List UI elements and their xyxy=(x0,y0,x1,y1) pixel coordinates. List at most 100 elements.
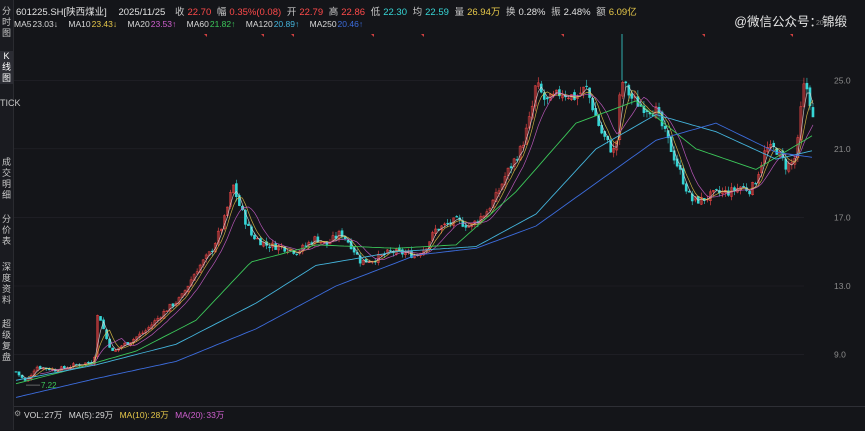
candle-body xyxy=(573,92,576,100)
candle-body xyxy=(660,111,664,127)
candle-body xyxy=(627,84,631,96)
candle xyxy=(226,206,229,218)
candle-body xyxy=(247,223,250,226)
candle-body xyxy=(542,92,546,100)
candle xyxy=(742,183,745,188)
candle xyxy=(171,303,175,309)
candle-body xyxy=(389,250,392,252)
candle-body xyxy=(219,228,223,232)
quote-date: 2025/11/25 xyxy=(118,7,166,18)
min-price-label: 7.22 xyxy=(41,381,57,390)
candle xyxy=(579,86,582,95)
candle-body xyxy=(527,116,531,129)
candlesticks xyxy=(14,77,815,382)
extreme-annotations: 27.92 7.22 xyxy=(26,34,793,390)
candle-body xyxy=(805,82,809,90)
tab-depth-data[interactable]: 深度资料 xyxy=(1,262,11,305)
quote-header: 601225.SH[陕西煤业] 2025/11/25 收 22.70 幅 0.35%… xyxy=(14,0,865,34)
vol-value: 27万 xyxy=(44,410,63,420)
candle-body xyxy=(802,83,806,107)
candle-body xyxy=(253,234,256,240)
ma60-line xyxy=(15,100,813,385)
vol-ma20-value: 33万 xyxy=(206,410,225,420)
candle-body xyxy=(624,81,628,84)
event-marker xyxy=(561,34,564,37)
candle xyxy=(195,268,199,275)
candle xyxy=(657,102,661,120)
max-price-label: 27.92 xyxy=(584,34,605,35)
candle xyxy=(690,190,694,206)
ma120-label: MA120 xyxy=(245,19,273,29)
candle-body xyxy=(361,260,365,265)
candle-body xyxy=(171,303,175,307)
candle xyxy=(588,87,591,104)
candle xyxy=(527,111,531,131)
y-tick-label: 9.0 xyxy=(834,350,846,360)
candle-body xyxy=(165,310,169,312)
candle-body xyxy=(536,82,540,87)
tab-timeshare[interactable]: 分时图 xyxy=(1,6,11,38)
candle xyxy=(277,244,280,255)
candle xyxy=(319,241,323,245)
candle-body xyxy=(630,93,634,99)
candle-body xyxy=(204,254,208,259)
candle xyxy=(542,89,546,106)
y-axis: 9.0 13.0 17.0 21.0 25.0 xyxy=(834,75,851,359)
amplitude-value: 2.48% xyxy=(563,7,591,18)
kline-chart[interactable]: 9.0 13.0 17.0 21.0 25.0 27.92 7.22 xyxy=(14,34,865,406)
candle-body xyxy=(778,151,782,157)
tab-trade-details[interactable]: 成交明细 xyxy=(1,157,11,200)
candle-body xyxy=(455,216,459,218)
candle xyxy=(811,102,815,118)
candle xyxy=(301,243,305,255)
stock-code: 601225.SH[陕西煤业] xyxy=(16,7,107,18)
candle-body xyxy=(156,318,160,321)
candle xyxy=(470,222,474,231)
tab-super-replay[interactable]: 超级复盘 xyxy=(1,319,11,362)
candle-body xyxy=(509,166,513,169)
candle-body xyxy=(304,245,308,247)
candle xyxy=(232,184,235,194)
avg-value: 22.59 xyxy=(425,7,449,18)
candle-body xyxy=(446,222,450,225)
grid-lines xyxy=(14,79,804,355)
candle-body xyxy=(268,246,271,249)
candle-body xyxy=(494,192,498,202)
candle-body xyxy=(464,225,468,228)
candle xyxy=(216,227,220,247)
ma5-value: 23.03↓ xyxy=(32,19,59,29)
candle-body xyxy=(319,241,323,244)
ma10-label: MA10 xyxy=(68,19,91,29)
ma250-line xyxy=(15,122,813,398)
candle-body xyxy=(687,191,691,193)
candle xyxy=(621,80,625,100)
candle-body xyxy=(576,95,579,99)
candle xyxy=(328,238,332,245)
tab-tick[interactable]: TICK xyxy=(0,98,21,108)
y-tick-label: 25.0 xyxy=(834,75,851,85)
candle xyxy=(518,144,522,161)
settings-icon[interactable]: ⚙ xyxy=(14,409,22,418)
vol-ma10-value: 28万 xyxy=(150,410,169,420)
candle-body xyxy=(766,147,770,153)
ma120-line xyxy=(15,114,813,381)
watermark: @微信公众号：锦缎 xyxy=(734,15,847,29)
amount-value: 6.09亿 xyxy=(608,7,637,18)
ma120-value: 20.89↑ xyxy=(273,19,300,29)
candle-body xyxy=(404,252,407,255)
open-value: 22.79 xyxy=(299,7,324,18)
candle-body xyxy=(216,230,220,244)
close-value: 22.70 xyxy=(187,7,212,18)
candle-body xyxy=(561,95,564,99)
candle xyxy=(235,179,238,202)
candle-body xyxy=(663,126,667,129)
candle xyxy=(748,190,751,197)
candle-body xyxy=(17,371,21,376)
candle-body xyxy=(295,253,299,255)
tab-kline[interactable]: K线图 xyxy=(0,51,13,84)
ma5-label: MA5 xyxy=(14,19,32,29)
candle xyxy=(533,85,537,112)
candle xyxy=(168,303,172,313)
tab-price-table[interactable]: 分价表 xyxy=(1,214,11,246)
ma60-value: 21.82↑ xyxy=(209,19,236,29)
